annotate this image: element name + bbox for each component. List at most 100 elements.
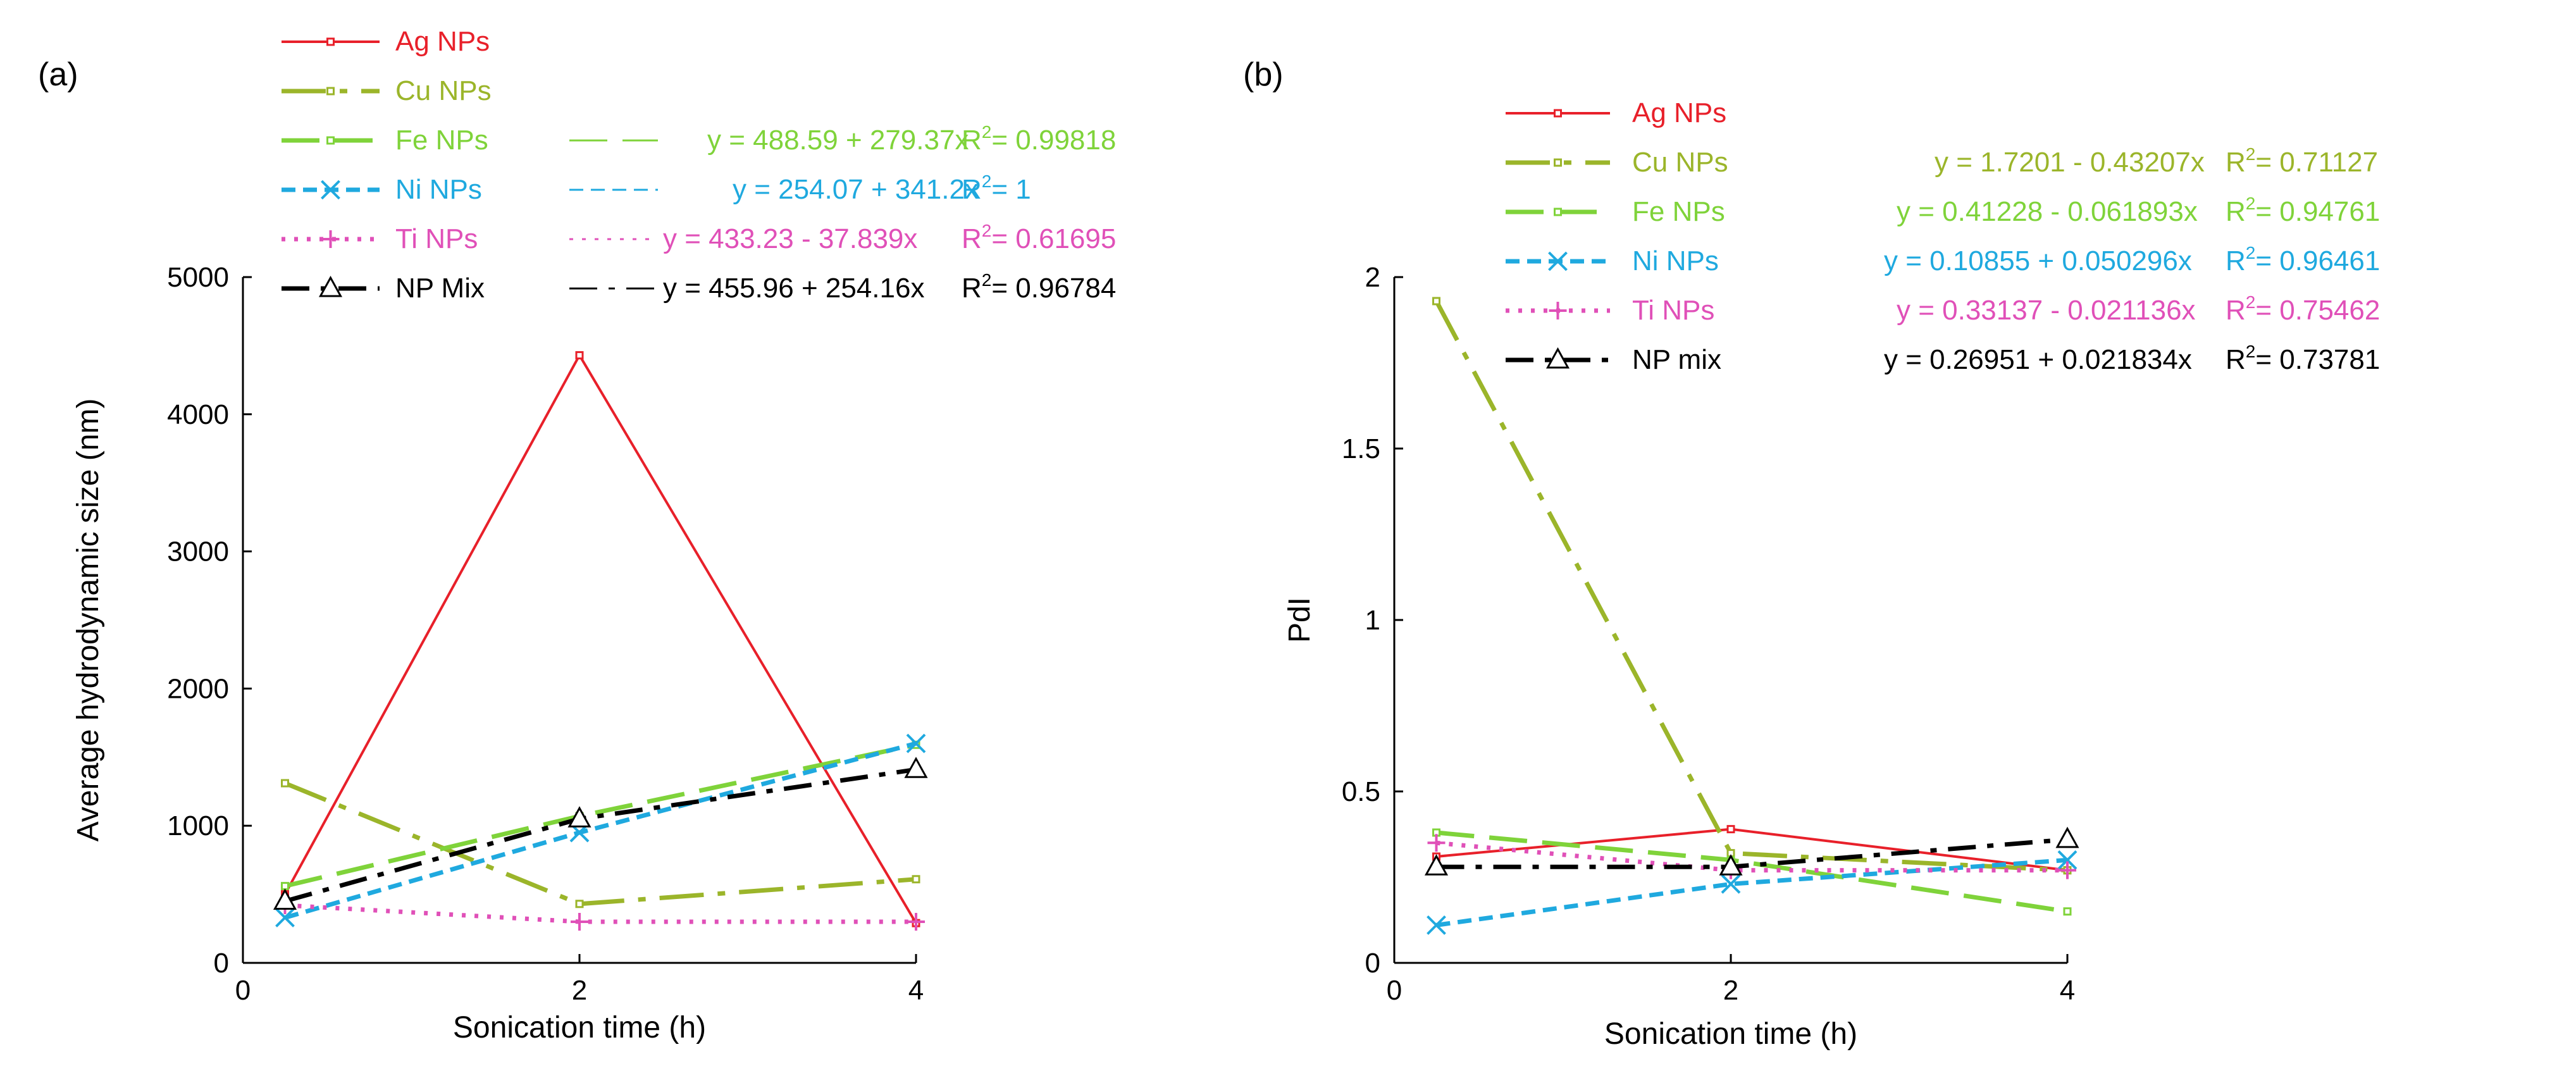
r-squared-text: R2= 0.99818	[962, 122, 1116, 156]
data-point-np-mix	[273, 888, 297, 910]
legend-item-ti-nps: Ti NPs	[1506, 295, 1714, 326]
legend-item-ag-nps: Ag NPs	[1506, 97, 1726, 128]
panel-a-chart: (a) 0 2 4 0 1000 2000 3000 4000 5000 Sonication ti…	[38, 26, 1116, 1044]
data-point-ag-nps	[575, 351, 584, 360]
series-np-mix	[1424, 826, 2079, 876]
x-tick-label: 4	[2060, 975, 2075, 1006]
legend-label: NP Mix	[395, 273, 485, 304]
legend-marker	[1554, 208, 1562, 216]
x-axis-title: Sonication time (h)	[453, 1011, 706, 1044]
series-line-ni-nps	[1436, 857, 2068, 927]
equation-text: y = 455.96 + 254.16x	[663, 273, 924, 304]
x-axis-title: Sonication time (h)	[1604, 1017, 1857, 1051]
y-tick-label: 2	[1365, 262, 1380, 293]
data-point-ni-nps	[275, 908, 295, 927]
equation-ti-nps: y = 0.33137 - 0.021136x R2= 0.75462	[1897, 292, 2380, 326]
equation-text: y = 488.59 + 279.37x	[707, 125, 969, 156]
series-line-np-mix	[284, 767, 917, 903]
r-squared-text: R2= 0.96461	[2226, 243, 2380, 276]
equation-np-mix: y = 0.26951 + 0.021834x R2= 0.73781	[1884, 342, 2380, 375]
legend-marker	[1554, 109, 1562, 118]
legend-marker	[326, 37, 335, 46]
data-point-ni-nps	[2057, 850, 2078, 870]
panel-label: (a)	[38, 56, 78, 93]
equation-ti-nps: y = 433.23 - 37.839x R2= 0.61695	[569, 221, 1116, 254]
legend-label: Cu NPs	[395, 75, 492, 106]
r-squared-text: R2= 0.96784	[962, 270, 1116, 304]
series-line-ag-nps	[1436, 827, 2068, 872]
data-point-np-mix	[1719, 854, 1743, 876]
legend-marker	[318, 275, 343, 297]
legend-item-ag-nps: Ag NPs	[282, 26, 490, 57]
legend-item-ti-nps: Ti NPs	[282, 223, 478, 254]
data-point-np-mix	[2055, 826, 2079, 848]
y-tick-label: 0.5	[1342, 776, 1380, 807]
legend-item-np-mix: NP mix	[1506, 344, 1721, 375]
series-np-mix	[273, 757, 928, 910]
series-cu-nps	[281, 779, 920, 908]
y-tick-label: 2000	[167, 673, 229, 704]
x-tick-label: 2	[1723, 975, 1738, 1006]
series-ni-nps	[1427, 850, 2078, 935]
y-tick-label: 1.5	[1342, 433, 1380, 464]
data-point-fe-nps	[281, 882, 289, 891]
data-point-ni-nps	[906, 733, 926, 753]
legend-label: Ti NPs	[395, 223, 478, 254]
series-cu-nps	[1432, 297, 2072, 875]
legend-label: Fe NPs	[395, 125, 488, 156]
legend-item-ni-nps: Ni NPs	[1506, 245, 1719, 276]
series-line-cu-nps	[1434, 300, 2068, 873]
data-point-cu-nps	[912, 875, 920, 884]
series-line-ti-nps	[1436, 840, 2067, 873]
legend-item-ni-nps: Ni NPs	[282, 174, 482, 205]
r-squared-text: R2= 0.61695	[962, 221, 1116, 254]
r-squared-text: R2= 1	[962, 171, 1031, 205]
equation-text: y = 0.41228 - 0.061893x	[1897, 196, 2198, 227]
y-tick-label: 1000	[167, 810, 229, 841]
equation-fe-nps: y = 0.41228 - 0.061893x R2= 0.94761	[1897, 194, 2380, 227]
y-tick-label: 0	[214, 948, 229, 979]
legend-label: Cu NPs	[1632, 147, 1728, 178]
data-point-np-mix	[1424, 854, 1449, 876]
y-tick-label: 0	[1365, 948, 1380, 979]
series-line-cu-nps	[284, 781, 917, 907]
r-squared-text: R2= 0.94761	[2226, 194, 2380, 227]
legend-marker	[1549, 302, 1567, 319]
legend-item-cu-nps: Cu NPs	[282, 75, 492, 106]
r-squared-text: R2= 0.73781	[2226, 342, 2380, 375]
x-tick-label: 0	[1387, 975, 1402, 1006]
x-tick-label: 0	[235, 975, 251, 1006]
legend-label: Ni NPs	[1632, 245, 1719, 276]
legend-marker	[326, 87, 335, 96]
data-point-np-mix	[904, 757, 928, 778]
legend-marker	[321, 230, 340, 248]
data-point-ag-nps	[1726, 825, 1735, 834]
data-point-ti-nps	[907, 912, 925, 931]
y-tick-label: 5000	[167, 262, 229, 293]
r-squared-text: R2= 0.71127	[2226, 144, 2378, 178]
legend-label: Ag NPs	[395, 26, 490, 57]
y-axis-title: Average hydrodynamic size (nm)	[71, 399, 105, 842]
legend-label: Ti NPs	[1632, 295, 1714, 326]
data-point-ti-nps	[571, 912, 588, 931]
legend-marker	[326, 136, 335, 145]
legend-item-np-mix: NP Mix	[282, 273, 485, 304]
y-tick-label: 1	[1365, 605, 1380, 636]
data-point-cu-nps	[1432, 297, 1440, 306]
series-ag-nps	[281, 351, 920, 927]
panel-b-chart: (b) 0 2 4 0 0.5 1 1.5 2 Sonication time (h) PdI Ag …	[1243, 56, 2380, 1051]
r-squared-text: R2= 0.75462	[2226, 292, 2380, 326]
equation-text: y = 0.10855 + 0.050296x	[1884, 245, 2192, 276]
equation-text: y = 0.33137 - 0.021136x	[1897, 295, 2196, 326]
data-point-cu-nps	[575, 900, 584, 908]
series-line-ag-nps	[283, 352, 917, 924]
series-line-ni-nps	[284, 741, 917, 920]
legend-marker	[1545, 347, 1570, 369]
x-tick-label: 2	[572, 975, 587, 1006]
equation-cu-nps: y = 1.7201 - 0.43207x R2= 0.71127	[1935, 144, 2378, 178]
equation-text: y = 254.07 + 341.2x	[733, 174, 979, 205]
equation-text: y = 1.7201 - 0.43207x	[1935, 147, 2205, 178]
panel-label: (b)	[1243, 56, 1284, 93]
data-point-cu-nps	[281, 779, 289, 788]
